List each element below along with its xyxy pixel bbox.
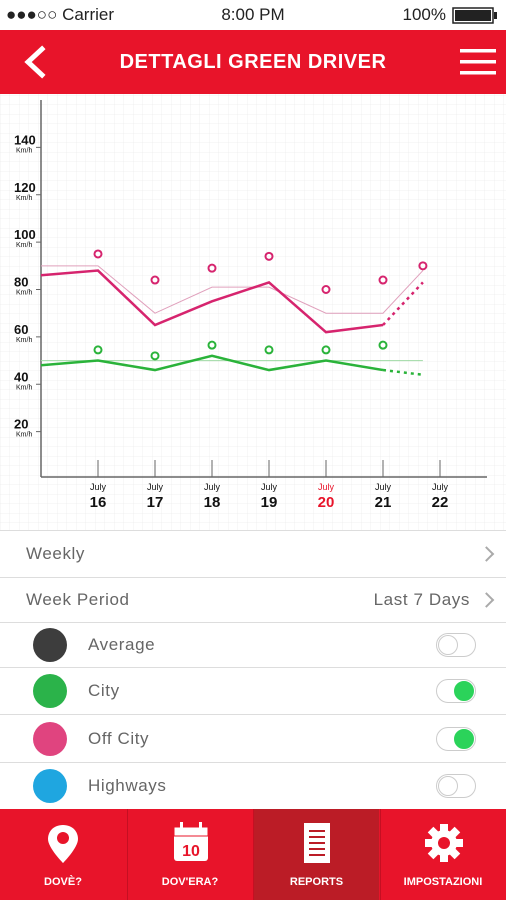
- header-title: DETTAGLI GREEN DRIVER: [119, 51, 387, 73]
- legend-label: Highways: [88, 776, 167, 795]
- y-tick-label: 40: [14, 369, 28, 384]
- legend-row: Highways: [0, 762, 506, 809]
- y-tick-unit: Km/h: [16, 242, 32, 249]
- tab-button[interactable]: 10 DOV'ERA?: [126, 809, 253, 900]
- data-point: [418, 261, 428, 271]
- header: DETTAGLI GREEN DRIVER: [0, 30, 506, 94]
- settings-row[interactable]: Weekly: [0, 530, 506, 577]
- legend-row: City: [0, 667, 506, 714]
- x-tick-label: 16: [90, 494, 107, 511]
- data-point: [207, 340, 217, 350]
- data-point: [264, 345, 274, 355]
- tab-bar: DOVÈ? 10 DOV'ERA? REPORTS IMPOSTAZIONI: [0, 809, 506, 900]
- tab-icon: [48, 825, 78, 863]
- x-tick-label: 22: [432, 494, 449, 511]
- y-tick-unit: Km/h: [16, 384, 32, 391]
- data-point: [378, 275, 388, 285]
- tab-button[interactable]: DOVÈ?: [0, 809, 126, 900]
- x-tick-label: 20: [318, 494, 335, 511]
- toggle-switch[interactable]: [436, 726, 476, 751]
- tab-label: DOVÈ?: [44, 876, 82, 888]
- legend-swatch: [33, 674, 67, 708]
- legend-label: Average: [88, 635, 156, 654]
- row-label: Weekly: [26, 544, 86, 563]
- tab-button[interactable]: IMPOSTAZIONI: [379, 809, 506, 900]
- tab-label: DOV'ERA?: [161, 876, 219, 888]
- legend-swatch: [33, 628, 67, 662]
- y-tick-label: 60: [14, 322, 28, 337]
- calendar-day: 10: [182, 843, 200, 860]
- data-line: [382, 281, 424, 326]
- data-point: [264, 251, 274, 261]
- x-tick-label: 21: [375, 494, 392, 511]
- chart: 20Km/h40Km/h60Km/h80Km/h100Km/h120Km/h14…: [0, 94, 506, 530]
- battery-icon: [452, 7, 497, 24]
- x-tick-month: July: [432, 482, 449, 492]
- toggle-knob: [454, 728, 474, 749]
- y-tick-unit: Km/h: [16, 432, 32, 439]
- data-point: [378, 340, 388, 350]
- x-tick-label: 18: [204, 494, 221, 511]
- menu-button[interactable]: [460, 48, 496, 76]
- legend-label: City: [88, 681, 120, 700]
- x-tick-month: July: [147, 482, 164, 492]
- legend-label: Off City: [88, 728, 150, 748]
- data-point: [150, 275, 160, 285]
- toggle-switch[interactable]: [436, 774, 476, 798]
- legend-row: Average: [0, 622, 506, 667]
- legend-swatch: [33, 769, 67, 803]
- data-point: [93, 249, 103, 259]
- y-tick-unit: Km/h: [16, 195, 32, 202]
- data-point: [93, 345, 103, 355]
- x-tick-month: July: [90, 482, 107, 492]
- status-bar: ●●●○○ Carrier 8:00 PM 100%: [0, 0, 506, 30]
- toggle-knob: [438, 635, 458, 655]
- data-line: [40, 354, 384, 372]
- y-tick-label: 120: [14, 180, 36, 195]
- back-button[interactable]: [20, 45, 50, 79]
- y-tick-label: 80: [14, 275, 28, 290]
- x-tick-month: July: [318, 482, 335, 492]
- row-value: Last 7 Days: [373, 590, 470, 609]
- battery-level: 100%: [402, 5, 446, 24]
- chevron: [478, 592, 495, 608]
- settings-row[interactable]: Week Period Last 7 Days: [0, 577, 506, 622]
- y-tick-unit: Km/h: [16, 290, 32, 297]
- y-tick-label: 140: [14, 132, 36, 147]
- grid: [0, 94, 506, 530]
- data-point: [321, 285, 331, 294]
- legend-swatch: [33, 721, 67, 756]
- y-tick-label: 20: [14, 417, 28, 432]
- carrier: ●●●○○ Carrier: [6, 5, 115, 24]
- data-point: [207, 263, 217, 273]
- toggle-switch[interactable]: [436, 679, 476, 703]
- tab-label: IMPOSTAZIONI: [403, 876, 483, 888]
- tab-icon: 10: [173, 822, 208, 861]
- chevron: [478, 546, 495, 562]
- data-line: [40, 269, 384, 334]
- toggle-knob: [454, 681, 474, 701]
- data-point: [321, 345, 331, 355]
- x-tick-month: July: [375, 482, 392, 492]
- x-tick-label: 17: [147, 494, 164, 511]
- x-tick-month: July: [204, 482, 221, 492]
- x-tick-month: July: [261, 482, 278, 492]
- tab-icon: [424, 824, 463, 862]
- toggle-switch[interactable]: [436, 633, 476, 657]
- x-tick-label: 19: [261, 494, 278, 511]
- clock: 8:00 PM: [221, 5, 285, 24]
- legend-row: Off City: [0, 714, 506, 762]
- y-tick-unit: Km/h: [16, 337, 32, 344]
- y-tick-unit: Km/h: [16, 147, 32, 154]
- row-label: Week Period: [26, 590, 130, 609]
- data-line: [41, 265, 424, 314]
- tab-icon: [304, 823, 330, 863]
- toggle-knob: [438, 776, 458, 796]
- data-point: [150, 351, 160, 361]
- tab-button[interactable]: REPORTS: [253, 809, 379, 900]
- tab-label: REPORTS: [289, 876, 344, 888]
- y-tick-label: 100: [14, 227, 36, 242]
